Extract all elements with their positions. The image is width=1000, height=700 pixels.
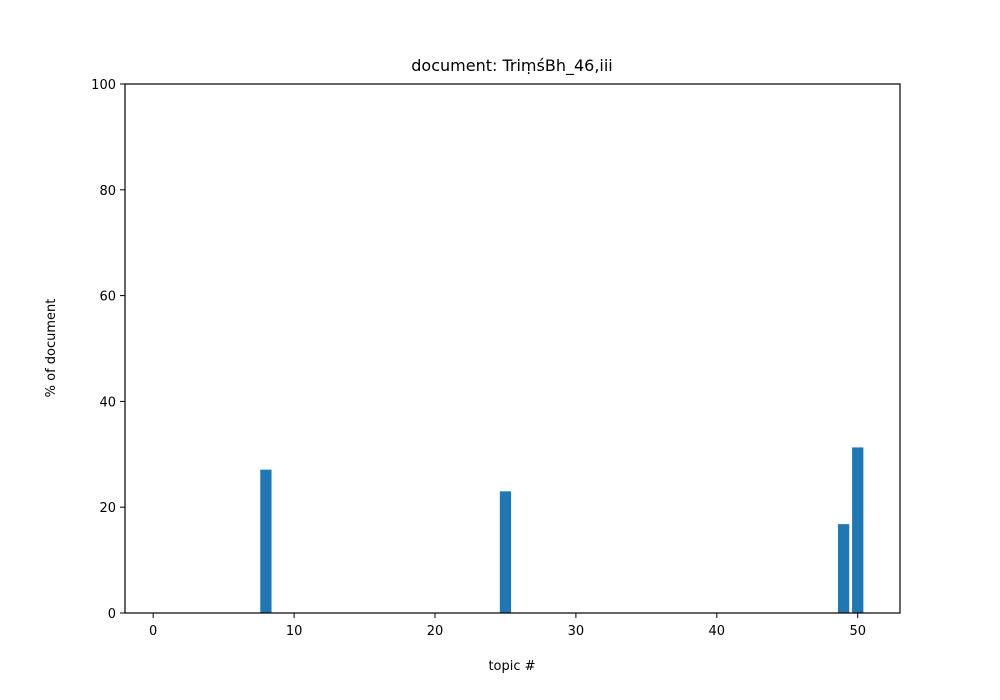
bars-group — [260, 447, 864, 613]
x-tick-label: 20 — [427, 624, 444, 639]
x-tick-label: 40 — [709, 624, 726, 639]
x-tick-label: 10 — [286, 624, 303, 639]
y-tick-label: 20 — [99, 501, 116, 516]
x-tick-label: 30 — [568, 624, 585, 639]
y-axis-label: % of document — [44, 299, 59, 398]
x-tick-label: 50 — [849, 624, 866, 639]
y-axis-ticks: 0 20 40 60 80 100 — [91, 78, 125, 622]
chart-title: document: TriṃśBh_46,iii — [411, 56, 612, 76]
plot-frame — [124, 83, 901, 614]
y-tick-label: 0 — [108, 607, 116, 622]
y-tick-label: 60 — [99, 290, 116, 305]
x-axis-ticks: 0 10 20 30 40 50 — [149, 613, 866, 639]
x-tick-label: 0 — [149, 624, 157, 639]
bar-topic-25 — [499, 491, 512, 613]
bar-topic-49 — [838, 524, 850, 613]
bar-topic-50 — [852, 447, 864, 613]
bar-topic-8 — [260, 469, 272, 613]
y-tick-label: 40 — [99, 395, 116, 410]
x-axis-label: topic # — [488, 659, 535, 674]
y-tick-label: 100 — [91, 78, 116, 93]
y-tick-label: 80 — [99, 184, 116, 199]
